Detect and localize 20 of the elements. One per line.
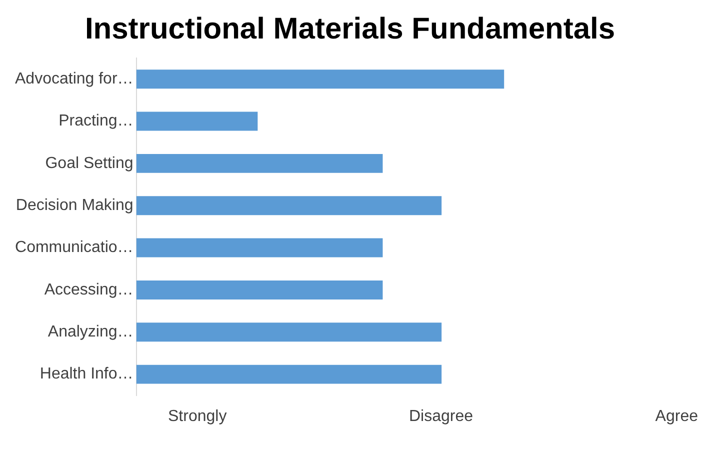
bar	[136, 238, 383, 258]
y-tick-label: Communicatio…	[15, 239, 134, 256]
text: Disagree	[408, 408, 474, 426]
bar	[136, 196, 442, 216]
y-tick-label: Analyzing…	[48, 324, 134, 341]
text: Agree	[655, 408, 698, 426]
y-tick-label: Accessing…	[44, 281, 134, 298]
bar	[136, 112, 258, 131]
y-tick-label: Decision Making	[16, 197, 134, 214]
bar	[136, 364, 442, 384]
y-tick-label: Health Info…	[40, 366, 134, 383]
bar	[136, 70, 504, 89]
chart-title: Instructional Materials Fundamentals	[84, 12, 616, 46]
bar	[136, 154, 383, 173]
bar	[136, 322, 442, 342]
y-tick-label: Advocating for…	[15, 70, 134, 88]
text: Strongly	[168, 408, 227, 426]
y-tick-label: Goal Setting	[45, 154, 134, 172]
y-tick-label: Practing…	[58, 112, 134, 130]
bar	[136, 280, 383, 300]
